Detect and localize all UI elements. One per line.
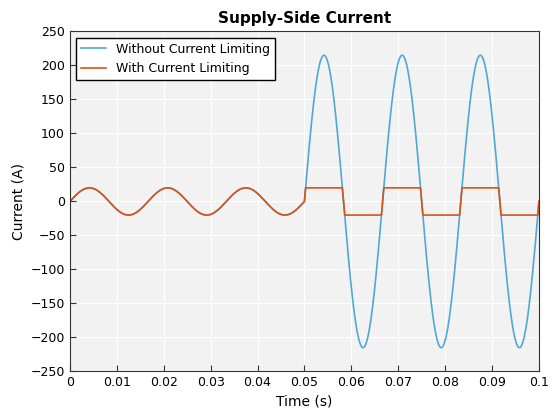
With Current Limiting — [160, 186, 166, 191]
Without Current Limiting — [360, 345, 366, 350]
Legend: Without Current Limiting, With Current Limiting: Without Current Limiting, With Current L… — [76, 38, 275, 80]
Without Current Limiting — [133, 210, 139, 215]
With Current Limiting — [133, 210, 139, 215]
Without Current Limiting — [67, 199, 73, 204]
Without Current Limiting — [535, 199, 542, 204]
Without Current Limiting — [271, 208, 278, 213]
Y-axis label: Current (A): Current (A) — [11, 163, 25, 240]
X-axis label: Time (s): Time (s) — [276, 395, 333, 409]
Line: Without Current Limiting: Without Current Limiting — [70, 55, 539, 348]
Without Current Limiting — [160, 186, 166, 191]
Without Current Limiting — [477, 53, 484, 58]
Without Current Limiting — [386, 126, 393, 131]
Without Current Limiting — [266, 203, 273, 208]
Line: With Current Limiting: With Current Limiting — [70, 188, 539, 215]
With Current Limiting — [303, 185, 310, 190]
With Current Limiting — [535, 199, 542, 204]
With Current Limiting — [67, 199, 73, 204]
Without Current Limiting — [302, 182, 309, 187]
With Current Limiting — [272, 208, 278, 213]
With Current Limiting — [242, 185, 249, 190]
With Current Limiting — [386, 185, 393, 190]
With Current Limiting — [125, 213, 132, 218]
Title: Supply-Side Current: Supply-Side Current — [218, 11, 391, 26]
With Current Limiting — [267, 204, 273, 209]
